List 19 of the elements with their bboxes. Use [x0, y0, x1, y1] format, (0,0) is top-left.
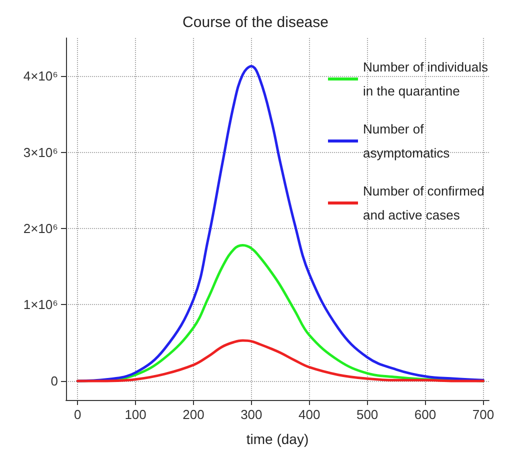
chart-title: Course of the disease	[182, 14, 328, 31]
legend-label: Number of asymptomatics	[362, 122, 450, 160]
line-series	[76, 339, 484, 382]
legend-label: Number of individuals in the quarantine	[362, 60, 488, 98]
y-tick-label: 3×10⁶	[23, 144, 58, 160]
x-tick-label: 300	[240, 407, 262, 422]
legend-label: Number of confirmed and active cases	[362, 184, 484, 222]
x-tick-label: 100	[124, 407, 146, 422]
y-tick-label: 2×10⁶	[23, 221, 58, 236]
x-tick-label: 200	[182, 407, 204, 422]
y-tick-label: 0	[50, 373, 58, 388]
x-tick-label: 700	[472, 407, 494, 422]
x-tick-label: 600	[414, 407, 436, 422]
y-tick-label: 1×10⁶	[23, 297, 58, 312]
y-tick-label: 4×10⁶	[23, 68, 58, 84]
x-axis-title: time (day)	[246, 431, 309, 447]
x-tick-label: 400	[298, 407, 320, 422]
x-tick-label: 500	[356, 407, 378, 422]
x-tick-label: 0	[74, 407, 82, 422]
